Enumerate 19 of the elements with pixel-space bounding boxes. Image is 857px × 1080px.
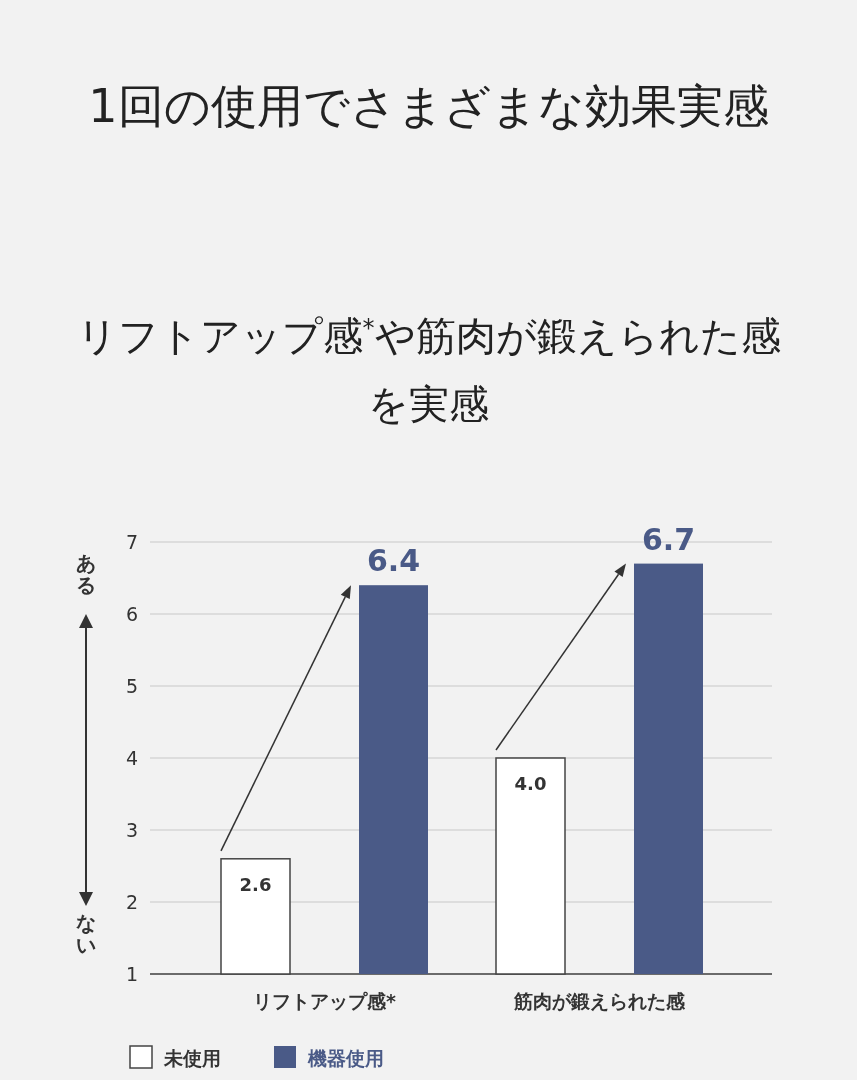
y-tick-label: 5	[125, 675, 139, 697]
y-tick-label: 1	[125, 963, 139, 985]
data-label: 4.0	[514, 773, 547, 794]
x-tick-label: 筋肉が鍛えられた感	[513, 990, 686, 1012]
y-tick-label: 6	[125, 603, 139, 625]
chart-subtitle: リフトアップ感$^{*}$や筋肉が鍛えられた感を実感	[76, 313, 781, 427]
data-label: 2.6	[239, 873, 272, 895]
data-label: 6.4	[366, 543, 421, 579]
data-label: 6.7	[641, 521, 696, 557]
y-tick-label: 2	[125, 891, 139, 913]
y-tick-label: 3	[125, 819, 139, 841]
chart-title: 1回の使用でさまざまな効果実感	[88, 79, 769, 133]
x-tick-label: リフトアップ感*	[253, 990, 397, 1012]
y-tick-label: 7	[125, 531, 139, 553]
text: ある	[76, 551, 96, 597]
text: ない	[76, 911, 96, 957]
y-tick-label: 4	[125, 747, 139, 769]
legend-label: 未使用	[163, 1047, 221, 1069]
legend-label: 機器使用	[307, 1047, 384, 1069]
